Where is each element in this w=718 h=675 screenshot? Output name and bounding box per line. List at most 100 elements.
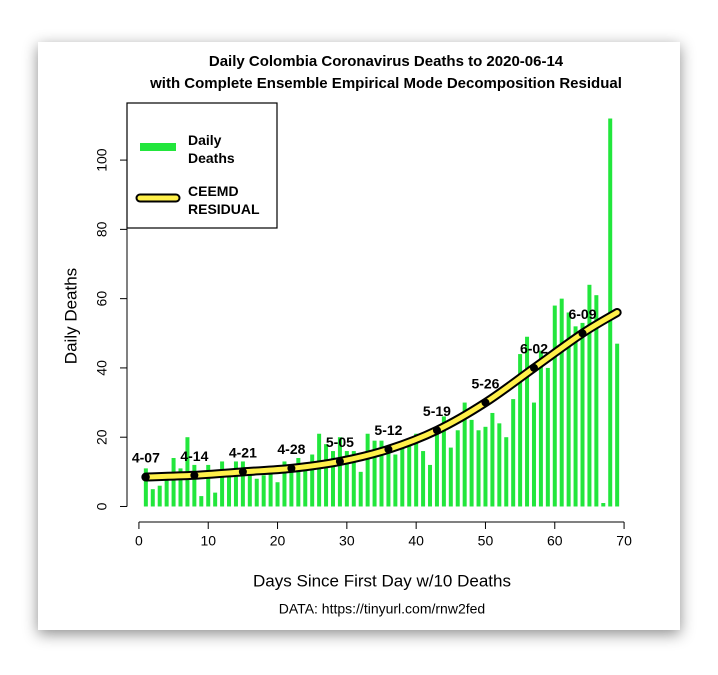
point-label: 4-21 <box>229 445 257 461</box>
bar <box>372 440 377 507</box>
chart-subtitle: with Complete Ensemble Empirical Mode De… <box>149 75 622 92</box>
caption: DATA: https://tinyurl.com/rnw2fed <box>279 601 485 617</box>
point-marker <box>384 445 393 454</box>
point-marker <box>190 471 199 480</box>
point-label: 5-12 <box>374 422 402 438</box>
bar <box>476 430 481 507</box>
legend-box <box>126 102 278 229</box>
bar <box>414 433 419 507</box>
point-label: 4-28 <box>277 441 305 457</box>
bar <box>469 419 474 507</box>
y-axis-label: Daily Deaths <box>61 268 80 364</box>
bar <box>448 447 453 507</box>
point-label: 5-19 <box>423 403 451 419</box>
x-tick-label: 70 <box>616 533 632 549</box>
bar <box>615 343 620 507</box>
bar <box>421 451 426 507</box>
bar <box>538 350 543 507</box>
bar <box>497 423 502 507</box>
bar <box>601 503 606 507</box>
x-tick-label: 10 <box>200 533 216 549</box>
y-tick-label: 40 <box>94 360 110 376</box>
bar <box>199 496 204 507</box>
x-tick-label: 0 <box>135 533 143 549</box>
bar <box>379 440 384 507</box>
bar <box>434 430 439 507</box>
bar <box>344 451 349 507</box>
y-tick-label: 60 <box>94 291 110 307</box>
bar <box>330 451 335 507</box>
bar <box>580 322 585 507</box>
point-label: 4-07 <box>132 450 160 466</box>
point-marker <box>578 329 587 338</box>
point-marker <box>432 426 441 435</box>
bar <box>206 464 211 507</box>
bar <box>441 416 446 507</box>
bar <box>324 444 329 507</box>
bar <box>247 468 252 507</box>
bar <box>157 485 162 507</box>
bar <box>164 478 169 507</box>
bar <box>289 468 294 507</box>
bar <box>462 402 467 507</box>
bar <box>545 367 550 507</box>
bar <box>192 464 197 507</box>
point-marker <box>481 398 490 407</box>
bar <box>358 471 363 507</box>
bar <box>337 437 342 507</box>
x-tick-label: 30 <box>339 533 355 549</box>
bar <box>559 298 564 507</box>
bar <box>275 482 280 507</box>
y-tick-label: 100 <box>94 148 110 172</box>
x-tick-label: 20 <box>270 533 286 549</box>
bar <box>400 444 405 507</box>
bar <box>351 451 356 507</box>
bar <box>240 461 245 507</box>
x-axis-label: Days Since First Day w/10 Deaths <box>253 571 511 590</box>
bar <box>310 454 315 507</box>
y-tick-label: 0 <box>94 502 110 510</box>
point-marker <box>335 457 344 466</box>
point-marker <box>238 467 247 476</box>
point-label: 6-09 <box>568 306 596 322</box>
bar <box>407 444 412 507</box>
bar <box>483 426 488 507</box>
bar <box>261 475 266 507</box>
bar <box>171 457 176 507</box>
x-tick-label: 40 <box>408 533 424 549</box>
x-tick-label: 60 <box>547 533 563 549</box>
bar <box>303 464 308 507</box>
legend-label: Daily Deaths <box>188 132 235 166</box>
bar <box>504 437 509 507</box>
bar <box>511 399 516 507</box>
point-label: 4-14 <box>180 448 208 464</box>
bar <box>233 461 238 507</box>
y-tick-label: 80 <box>94 221 110 237</box>
bar <box>428 464 433 507</box>
bar <box>220 461 225 507</box>
bar <box>296 457 301 507</box>
bar <box>386 447 391 507</box>
bar <box>254 478 259 507</box>
point-marker <box>141 473 150 482</box>
bar <box>587 284 592 507</box>
bar <box>594 295 599 507</box>
point-marker <box>287 464 296 473</box>
bar <box>393 454 398 507</box>
point-marker <box>529 363 538 372</box>
bar <box>365 433 370 507</box>
bar <box>566 312 571 507</box>
bar <box>490 412 495 507</box>
bar <box>573 326 578 507</box>
bar <box>531 402 536 507</box>
bar <box>317 433 322 507</box>
bar <box>525 336 530 507</box>
x-tick-label: 50 <box>478 533 494 549</box>
chart-title: Daily Colombia Coronavirus Deaths to 202… <box>209 53 564 70</box>
bar <box>282 461 287 507</box>
y-tick-label: 20 <box>94 429 110 445</box>
bar <box>178 468 183 507</box>
bar <box>150 489 155 507</box>
bar <box>143 468 148 507</box>
